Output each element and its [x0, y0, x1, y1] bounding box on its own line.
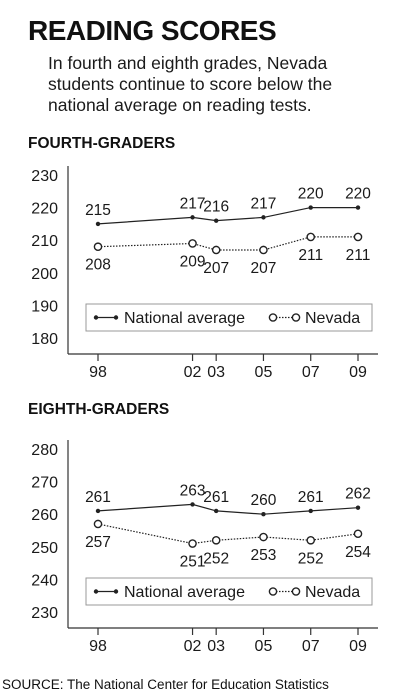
- subtitle: In fourth and eighth grades, Nevada stud…: [48, 53, 333, 115]
- data-point-nevada: [259, 245, 268, 255]
- x-tick-label: 98: [89, 638, 107, 655]
- chart-title-eighth-graders: EIGHTH-GRADERS: [28, 401, 170, 418]
- data-point-nevada: [306, 232, 316, 242]
- y-tick-label: 230: [31, 605, 58, 622]
- legend-marker-national-average: [113, 315, 119, 320]
- data-point-nevada: [211, 245, 221, 255]
- y-tick-label: 280: [31, 442, 58, 459]
- data-point-national-average: [261, 215, 266, 220]
- series-line-nevada: [97, 523, 359, 545]
- data-label: 253: [251, 547, 277, 564]
- x-tick-label: 03: [207, 364, 225, 381]
- series-line-national-average: [97, 503, 359, 515]
- data-label: 217: [180, 195, 206, 212]
- legend-label-national-average: National average: [124, 584, 245, 601]
- legend-label-nevada: Nevada: [305, 310, 360, 327]
- data-point-national-average: [308, 205, 313, 210]
- data-point-national-average: [190, 502, 195, 507]
- data-label: 252: [298, 550, 324, 567]
- data-label: 257: [85, 534, 111, 551]
- data-point-nevada: [353, 232, 363, 242]
- y-tick-label: 270: [31, 475, 58, 492]
- y-tick-label: 200: [31, 266, 58, 283]
- data-point-nevada: [93, 242, 103, 252]
- legend-marker-national-average: [93, 315, 99, 320]
- data-point-nevada: [188, 539, 197, 548]
- x-tick-label: 07: [302, 638, 320, 655]
- data-point-nevada: [353, 529, 363, 539]
- y-tick-label: 190: [31, 298, 58, 315]
- data-label: 261: [298, 489, 324, 506]
- data-label: 211: [346, 247, 371, 264]
- legend-marker-nevada: [268, 313, 278, 322]
- source-note: SOURCE: The National Center for Educatio…: [2, 677, 329, 692]
- data-point-nevada: [306, 535, 316, 545]
- y-tick-label: 210: [31, 233, 58, 250]
- data-point-nevada: [259, 532, 268, 542]
- data-label: 220: [345, 186, 371, 203]
- legend-marker-nevada: [268, 587, 278, 596]
- page-title: READING SCORES: [28, 15, 277, 46]
- data-label: 262: [345, 486, 371, 503]
- data-label: 216: [203, 199, 229, 216]
- y-tick-label: 250: [31, 540, 58, 557]
- data-label: 207: [251, 260, 277, 277]
- chart-title-fourth-graders: FOURTH-GRADERS: [28, 135, 176, 152]
- data-label: 254: [345, 544, 371, 561]
- data-label: 261: [203, 489, 229, 506]
- y-tick-label: 230: [31, 168, 58, 185]
- x-tick-label: 09: [349, 364, 367, 381]
- data-point-national-average: [213, 508, 219, 514]
- legend-marker-national-average: [93, 589, 99, 594]
- data-point-national-average: [261, 512, 266, 517]
- y-tick-label: 220: [31, 201, 58, 218]
- data-point-national-average: [213, 218, 219, 223]
- x-tick-label: 03: [207, 638, 225, 655]
- y-tick-label: 180: [31, 331, 58, 348]
- legend-marker-nevada: [291, 313, 301, 322]
- series-line-nevada: [97, 236, 358, 251]
- data-label: 263: [180, 482, 206, 499]
- data-label: 260: [251, 492, 277, 509]
- x-tick-label: 07: [302, 364, 320, 381]
- data-label: 208: [85, 257, 111, 274]
- y-tick-label: 240: [31, 572, 58, 589]
- data-point-national-average: [95, 508, 101, 514]
- y-tick-label: 260: [31, 507, 58, 524]
- data-label: 220: [298, 186, 324, 203]
- data-point-national-average: [355, 205, 361, 210]
- data-point-nevada: [211, 535, 221, 545]
- data-label: 251: [180, 554, 206, 571]
- legend-box: [85, 303, 373, 332]
- data-label: 207: [203, 260, 229, 277]
- legend-label-nevada: Nevada: [305, 584, 360, 601]
- data-label: 217: [251, 195, 277, 212]
- x-tick-label: 98: [89, 364, 107, 381]
- data-label: 209: [180, 253, 206, 270]
- data-point-national-average: [355, 505, 361, 510]
- legend-box: [85, 577, 373, 606]
- data-point-national-average: [308, 508, 313, 514]
- x-tick-label: 05: [255, 638, 273, 655]
- series-line-national-average: [97, 207, 358, 225]
- data-label: 215: [85, 202, 111, 219]
- x-tick-label: 09: [349, 638, 367, 655]
- legend-label-national-average: National average: [124, 310, 245, 327]
- data-label: 261: [85, 489, 111, 506]
- data-point-nevada: [188, 239, 197, 248]
- data-label: 211: [298, 247, 323, 264]
- data-point-national-average: [190, 215, 195, 220]
- data-point-nevada: [93, 519, 103, 529]
- legend-marker-nevada: [291, 587, 301, 596]
- x-tick-label: 02: [184, 638, 202, 655]
- data-label: 252: [203, 550, 229, 567]
- legend-marker-national-average: [113, 589, 119, 594]
- x-tick-label: 05: [255, 364, 273, 381]
- data-point-national-average: [95, 221, 101, 227]
- x-tick-label: 02: [184, 364, 202, 381]
